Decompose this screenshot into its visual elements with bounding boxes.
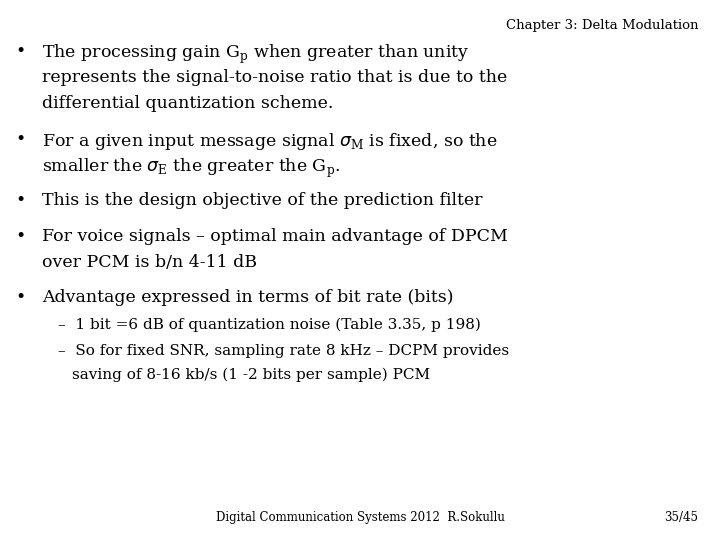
Text: This is the design objective of the prediction filter: This is the design objective of the pred… [42, 192, 482, 209]
Text: For a given input message signal $\sigma_\mathregular{M}$ is fixed, so the: For a given input message signal $\sigma… [42, 131, 498, 152]
Text: •: • [16, 289, 26, 306]
Text: represents the signal-to-noise ratio that is due to the: represents the signal-to-noise ratio tha… [42, 69, 507, 86]
Text: saving of 8-16 kb/s (1 -2 bits per sample) PCM: saving of 8-16 kb/s (1 -2 bits per sampl… [72, 367, 430, 382]
Text: •: • [16, 228, 26, 245]
Text: •: • [16, 43, 26, 60]
Text: smaller the $\sigma_\mathregular{E}$ the greater the G$_\mathregular{p}$.: smaller the $\sigma_\mathregular{E}$ the… [42, 157, 340, 180]
Text: •: • [16, 131, 26, 147]
Text: The processing gain G$_\mathregular{p}$ when greater than unity: The processing gain G$_\mathregular{p}$ … [42, 43, 469, 66]
Text: Digital Communication Systems 2012  R.Sokullu: Digital Communication Systems 2012 R.Sok… [215, 511, 505, 524]
Text: over PCM is b/n 4-11 dB: over PCM is b/n 4-11 dB [42, 254, 257, 271]
Text: Chapter 3: Delta Modulation: Chapter 3: Delta Modulation [506, 19, 698, 32]
Text: For voice signals – optimal main advantage of DPCM: For voice signals – optimal main advanta… [42, 228, 508, 245]
Text: Advantage expressed in terms of bit rate (bits): Advantage expressed in terms of bit rate… [42, 289, 454, 306]
Text: –  1 bit =6 dB of quantization noise (Table 3.35, p 198): – 1 bit =6 dB of quantization noise (Tab… [58, 318, 480, 333]
Text: 35/45: 35/45 [665, 511, 698, 524]
Text: –  So for fixed SNR, sampling rate 8 kHz – DCPM provides: – So for fixed SNR, sampling rate 8 kHz … [58, 344, 509, 358]
Text: •: • [16, 192, 26, 209]
Text: differential quantization scheme.: differential quantization scheme. [42, 95, 333, 112]
